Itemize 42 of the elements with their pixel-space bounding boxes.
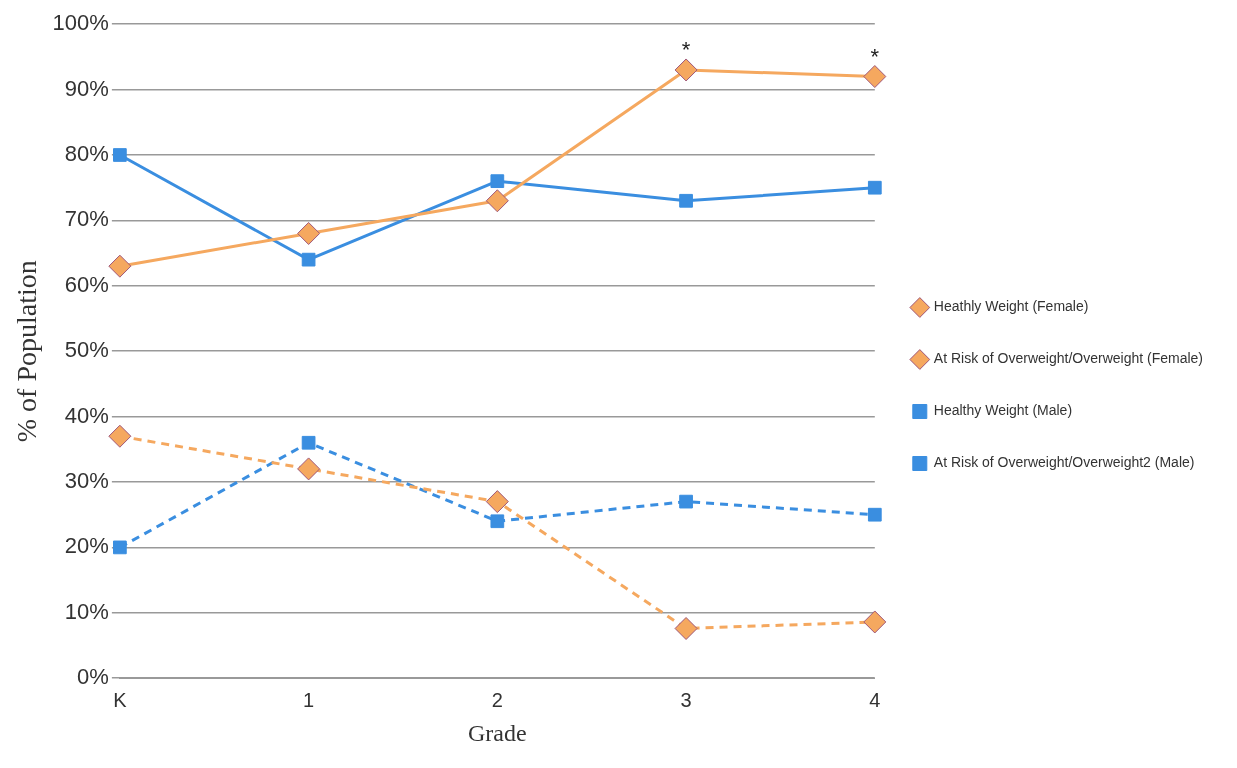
- point: [863, 610, 887, 634]
- point: [490, 174, 505, 189]
- legend-label: At Risk of Overweight/Overweight2 (Male): [933, 454, 1195, 471]
- point: [674, 617, 698, 640]
- y-tick-label: 30%: [64, 468, 109, 494]
- point: [867, 507, 882, 522]
- point: [108, 254, 132, 278]
- point: [867, 180, 882, 195]
- annotation: *: [681, 37, 691, 63]
- point: [297, 221, 321, 245]
- x-tick-label: K: [113, 688, 128, 711]
- x-axis-title: Grade: [468, 719, 527, 746]
- y-tick-label: 50%: [64, 337, 109, 363]
- y-tick-label: 10%: [64, 598, 109, 624]
- legend-label: Healthy Weight (Male): [933, 402, 1073, 419]
- point: [679, 494, 693, 509]
- point: [301, 252, 316, 267]
- x-tick-label: 1: [303, 688, 315, 711]
- point: [674, 58, 698, 82]
- point: [485, 490, 509, 514]
- point: [301, 435, 316, 450]
- annotation: *: [870, 43, 880, 69]
- point: [679, 193, 693, 208]
- point: [485, 189, 509, 213]
- y-tick-label: 90%: [64, 75, 109, 101]
- point: [490, 514, 505, 529]
- y-tick-label: 70%: [64, 206, 109, 232]
- y-axis-title: % of Population: [11, 260, 43, 443]
- y-tick-label: 0%: [77, 664, 109, 690]
- x-tick-label: 4: [869, 688, 881, 711]
- y-tick-label: 60%: [64, 271, 109, 297]
- point: [108, 424, 132, 448]
- x-tick-label: 2: [491, 688, 503, 711]
- legend-label: At Risk of Overweight/Overweight (Female): [933, 350, 1204, 367]
- y-tick-label: 100%: [52, 10, 109, 36]
- y-tick-label: 20%: [64, 533, 109, 559]
- x-tick-label: 3: [680, 688, 692, 711]
- legend-label: Heathly Weight (Female): [933, 298, 1089, 315]
- point: [297, 457, 321, 481]
- y-tick-label: 40%: [64, 402, 109, 428]
- point: [863, 65, 887, 89]
- y-tick-label: 80%: [64, 141, 109, 167]
